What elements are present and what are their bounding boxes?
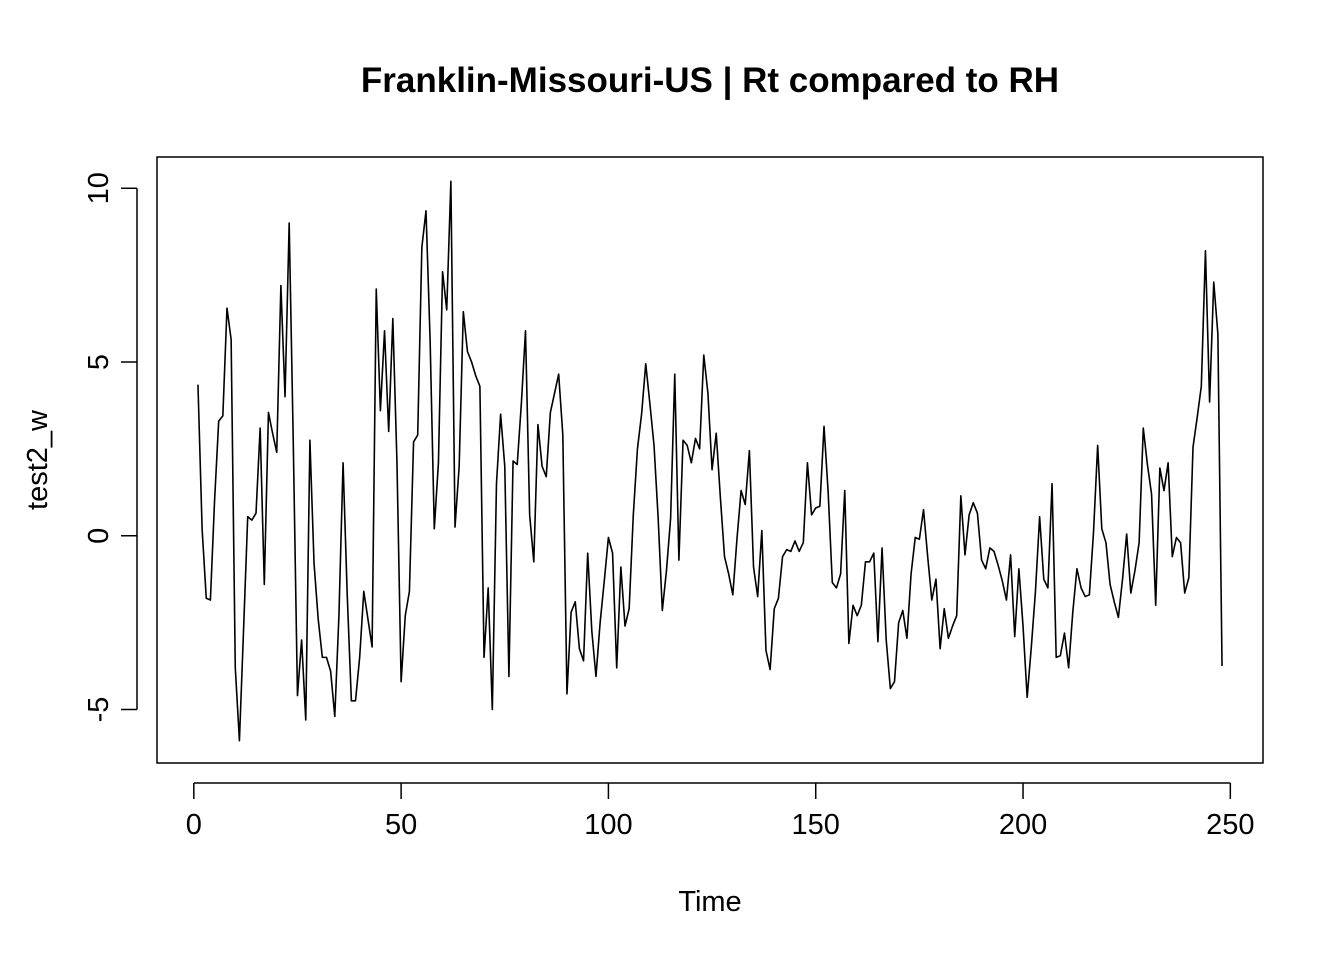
y-tick-label: 5: [83, 354, 115, 370]
chart-title: Franklin-Missouri-US | Rt compared to RH: [361, 61, 1059, 100]
series-line: [197, 180, 1223, 742]
x-tick-label: 50: [385, 809, 417, 841]
x-tick-label: 100: [584, 809, 632, 841]
y-axis: -5 0 5 10: [83, 172, 138, 723]
x-tick-label: 250: [1206, 809, 1254, 841]
x-tick-label: 150: [792, 809, 840, 841]
x-axis: 0 50 100 150 200 250: [186, 782, 1255, 841]
y-tick-label: 10: [83, 172, 115, 204]
y-tick-label: -5: [83, 697, 115, 723]
y-tick-label: 0: [83, 528, 115, 544]
x-axis-label: Time: [678, 886, 741, 918]
x-tick-label: 200: [999, 809, 1047, 841]
plot-box: [156, 156, 1264, 764]
x-tick-label: 0: [186, 809, 202, 841]
y-axis-label: test2_w: [22, 409, 54, 510]
